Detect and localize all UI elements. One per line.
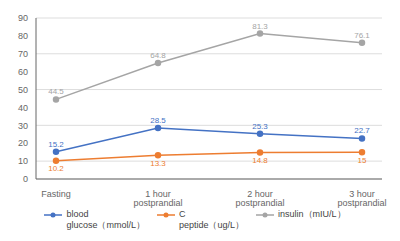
svg-text:10: 10 [18,156,28,166]
html-text:insulin（mIU/L）: insulin（mIU/L） [278,209,346,219]
svg-text:80: 80 [18,31,28,41]
svg-text:15: 15 [358,156,367,165]
svg-text:13.3: 13.3 [150,159,166,168]
svg-text:1 hourpostprandial: 1 hourpostprandial [133,189,182,208]
svg-text:50: 50 [18,85,28,95]
svg-text:64.8: 64.8 [150,51,166,60]
svg-text:3 hourpostprandial: 3 hourpostprandial [337,189,386,208]
svg-text:0: 0 [23,174,28,184]
svg-text:Fasting: Fasting [41,189,71,199]
html-text:C peptide（ug/L）: C peptide（ug/L） [179,209,244,230]
svg-text:90: 90 [18,13,28,23]
svg-text:76.1: 76.1 [354,31,370,40]
svg-text:40: 40 [18,103,28,113]
html-text:blood glucose（mmol/L）: blood glucose（mmol/L） [66,209,145,230]
svg-text:10.2: 10.2 [48,164,64,173]
svg-text:20: 20 [18,138,28,148]
svg-text:44.5: 44.5 [48,87,64,96]
svg-text:2 hourpostprandial: 2 hourpostprandial [235,189,284,208]
svg-text:14.8: 14.8 [252,156,268,165]
svg-text:70: 70 [18,49,28,59]
svg-text:30: 30 [18,121,28,131]
svg-text:15.2: 15.2 [48,140,64,149]
svg-text:81.3: 81.3 [252,22,268,31]
svg-text:60: 60 [18,67,28,77]
svg-text:25.3: 25.3 [252,122,268,131]
svg-text:28.5: 28.5 [150,116,166,125]
svg-text:22.7: 22.7 [354,126,370,135]
